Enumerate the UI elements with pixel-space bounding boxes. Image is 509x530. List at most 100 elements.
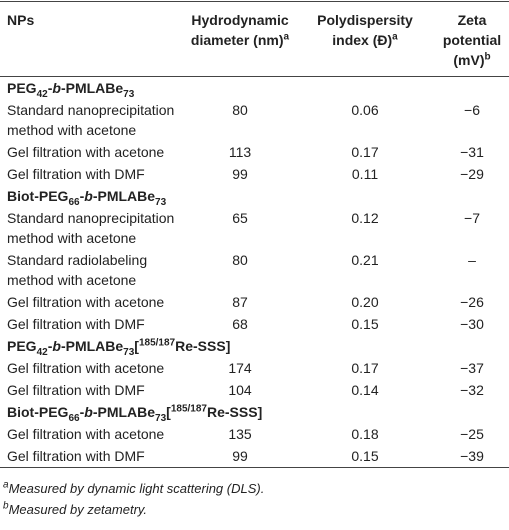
title-part: Re-SSS] <box>207 404 263 420</box>
group-row: PEG42-b-PMLABe73[185/187Re-SSS] <box>0 335 509 357</box>
footnotes: aMeasured by dynamic light scattering (D… <box>0 478 509 520</box>
header-footnote-mark: a <box>392 31 398 43</box>
title-part: PEG <box>7 80 37 96</box>
header-footnote-mark: b <box>484 51 491 63</box>
title-part: -PMLABe <box>92 404 156 420</box>
footnote-text: Measured by zetametry. <box>8 502 148 517</box>
value-cell: 87 <box>232 294 248 310</box>
group-title: PEG42-b-PMLABe73[185/187Re-SSS] <box>0 335 509 357</box>
title-part: 42 <box>36 346 48 358</box>
value-cell: −6 <box>464 102 480 118</box>
value-cell: 0.12 <box>351 210 379 226</box>
title-part: b <box>84 404 93 420</box>
header-text: Zeta potential (mV) <box>442 12 502 68</box>
value-cell: 174 <box>228 360 252 376</box>
method-cell: Gel filtration with acetone <box>7 426 165 442</box>
title-part: Re-SSS] <box>175 338 231 354</box>
value-cell: – <box>468 252 476 268</box>
title-part: b <box>84 188 93 204</box>
value-cell: 0.15 <box>351 448 379 464</box>
group-title: Biot-PEG66-b-PMLABe73[185/187Re-SSS] <box>0 401 509 423</box>
value-cell: 65 <box>232 210 248 226</box>
footnote-mark: a <box>3 479 9 491</box>
method-cell: Standard nanoprecipitation method with a… <box>7 102 175 138</box>
header-cell: Polydispersity index (Đ)a <box>295 2 435 77</box>
method-cell: Gel filtration with DMF <box>7 166 145 182</box>
value-cell: 80 <box>232 102 248 118</box>
data-row: Gel filtration with acetone 113 0.17 −31 <box>0 141 509 163</box>
title-part: - <box>79 404 85 420</box>
value-cell: 0.14 <box>351 382 379 398</box>
title-part: - <box>79 188 85 204</box>
title-part: 66 <box>68 196 80 208</box>
title-part: 185/187 <box>170 403 207 415</box>
group-row: Biot-PEG66-b-PMLABe73 <box>0 185 509 207</box>
method-cell: Standard radiolabeling method with aceto… <box>7 252 148 288</box>
title-part: Biot-PEG <box>7 188 69 204</box>
data-row: Gel filtration with acetone 135 0.18 −25 <box>0 423 509 445</box>
data-row: Standard radiolabeling method with aceto… <box>0 249 509 291</box>
data-row: Gel filtration with acetone 87 0.20 −26 <box>0 291 509 313</box>
title-part: -PMLABe <box>92 188 156 204</box>
value-cell: −25 <box>460 426 484 442</box>
value-cell: 0.21 <box>351 252 379 268</box>
title-part: -PMLABe <box>60 80 124 96</box>
title-part: PEG <box>7 338 37 354</box>
header-text: NPs <box>7 12 35 28</box>
value-cell: −31 <box>460 144 484 160</box>
title-part: 73 <box>123 88 135 100</box>
method-cell: Standard nanoprecipitation method with a… <box>7 210 175 246</box>
table-header: NPs Hydrodynamic diameter (nm)a Polydisper… <box>0 1 509 77</box>
group-title: Biot-PEG66-b-PMLABe73 <box>0 185 509 207</box>
group-row: PEG42-b-PMLABe73 <box>0 77 509 100</box>
method-cell: Gel filtration with acetone <box>7 144 165 160</box>
title-part: - <box>47 80 53 96</box>
header-cell: Zeta potential (mV)b <box>435 2 509 77</box>
header-cell: Hydrodynamic diameter (nm)a <box>185 2 295 77</box>
value-cell: 0.11 <box>351 166 379 182</box>
footnote-mark: b <box>3 500 9 512</box>
title-part: -PMLABe <box>60 338 124 354</box>
value-cell: 113 <box>228 144 252 160</box>
title-part: [ <box>134 338 139 354</box>
header-text: Polydispersity index (Đ) <box>317 12 413 48</box>
data-row: Gel filtration with DMF 99 0.11 −29 <box>0 163 509 185</box>
header-cell: NPs <box>0 2 185 77</box>
value-cell: −30 <box>460 316 484 332</box>
title-part: 73 <box>155 412 167 424</box>
value-cell: −7 <box>464 210 480 226</box>
data-row: Standard nanoprecipitation method with a… <box>0 207 509 249</box>
method-cell: Gel filtration with acetone <box>7 360 165 376</box>
footnote-text: Measured by dynamic light scattering (DL… <box>8 481 265 496</box>
value-cell: −32 <box>460 382 484 398</box>
header-row: NPs Hydrodynamic diameter (nm)a Polydisper… <box>0 1 509 77</box>
method-cell: Gel filtration with DMF <box>7 316 145 332</box>
title-part: 185/187 <box>138 337 176 349</box>
value-cell: 80 <box>232 252 248 268</box>
method-cell: Gel filtration with acetone <box>7 294 165 310</box>
data-row: Standard nanoprecipitation method with a… <box>0 99 509 141</box>
method-cell: Gel filtration with DMF <box>7 382 145 398</box>
value-cell: −26 <box>460 294 484 310</box>
value-cell: 0.17 <box>351 360 379 376</box>
data-table: NPs Hydrodynamic diameter (nm)a Polydisper… <box>0 1 509 468</box>
value-cell: 104 <box>228 382 252 398</box>
title-part: 73 <box>155 196 167 208</box>
value-cell: 99 <box>232 166 248 182</box>
header-text: Hydrodynamic diameter (nm) <box>190 12 289 48</box>
title-part: b <box>52 338 61 354</box>
header-footnote-mark: a <box>283 31 290 43</box>
value-cell: 0.18 <box>351 426 379 442</box>
title-part: - <box>47 338 53 354</box>
value-cell: 135 <box>228 426 252 442</box>
method-cell: Gel filtration with DMF <box>7 448 145 464</box>
value-cell: −39 <box>460 448 484 464</box>
value-cell: −29 <box>460 166 484 182</box>
group-row: Biot-PEG66-b-PMLABe73[185/187Re-SSS] <box>0 401 509 423</box>
title-part: 73 <box>123 346 135 358</box>
value-cell: 0.15 <box>351 316 379 332</box>
table-body: PEG42-b-PMLABe73 Standard nanoprecipitati… <box>0 77 509 468</box>
data-row: Gel filtration with DMF 68 0.15 −30 <box>0 313 509 335</box>
data-row: Gel filtration with DMF 99 0.15 −39 <box>0 445 509 468</box>
value-cell: 99 <box>232 448 248 464</box>
